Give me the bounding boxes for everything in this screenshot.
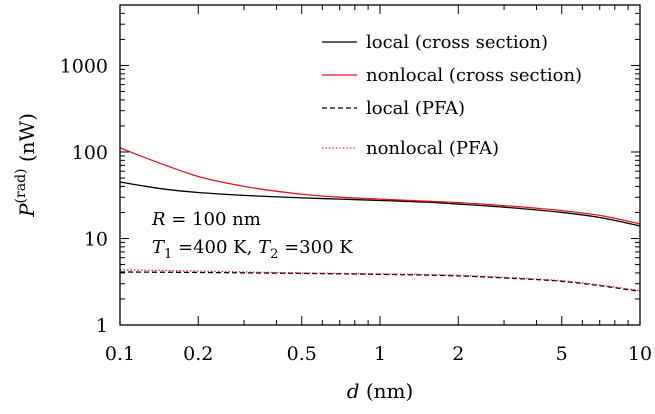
series-line-local-cross-section <box>119 181 641 227</box>
x-tick-label: 0.5 <box>287 343 317 365</box>
legend: local (cross section) nonlocal (cross sec… <box>322 32 582 159</box>
legend-label-local-cross-section: local (cross section) <box>366 32 548 53</box>
legend-label-nonlocal-cross-section: nonlocal (cross section) <box>366 65 582 86</box>
tick-labels: 0.1 0.2 0.5 1 2 5 10 1 10 100 1000 <box>60 55 652 365</box>
y-tick-label: 1000 <box>60 55 108 77</box>
series-line-nonlocal-pfa <box>119 269 641 292</box>
x-axis-title: d (nm) <box>347 379 414 403</box>
x-tick-label: 0.2 <box>183 343 213 365</box>
legend-label-nonlocal-pfa: nonlocal (PFA) <box>366 138 499 159</box>
y-tick-label: 10 <box>84 228 108 250</box>
series-line-nonlocal-cross-section <box>119 147 641 225</box>
plot-frame <box>119 4 641 326</box>
annotation-temperatures: T1 =400 K, T2 =300 K <box>152 237 353 262</box>
legend-label-local-pfa: local (PFA) <box>366 98 465 119</box>
x-tick-label: 5 <box>556 343 568 365</box>
y-axis-title: P(rad) (nW) <box>13 113 39 218</box>
plot-curves <box>119 147 641 292</box>
annotation-radius: R = 100 nm <box>151 209 261 230</box>
x-tick-label: 0.1 <box>105 343 135 365</box>
x-tick-label: 10 <box>628 343 652 365</box>
y-tick-label: 100 <box>72 142 108 164</box>
series-line-local-pfa <box>119 271 641 292</box>
y-tick-label: 1 <box>96 315 108 337</box>
x-tick-label: 2 <box>452 343 464 365</box>
x-tick-label: 1 <box>374 343 386 365</box>
axis-ticks <box>119 4 641 326</box>
